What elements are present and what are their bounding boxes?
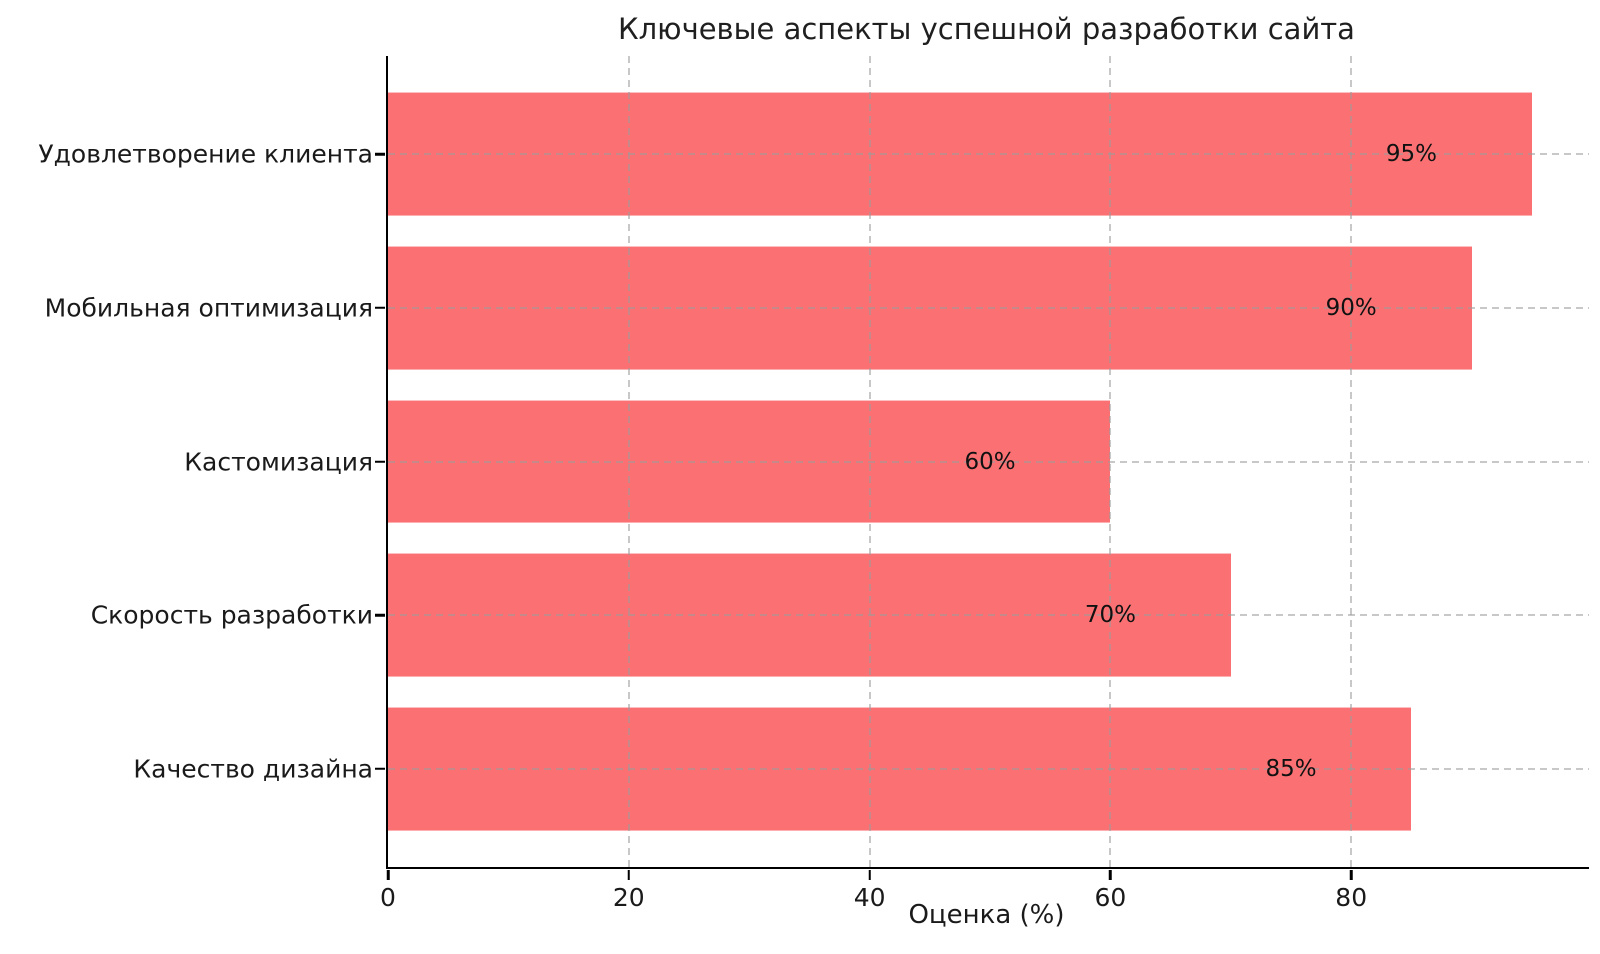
x-tick-mark-60 xyxy=(1109,869,1112,880)
v-gridline-80 xyxy=(1350,56,1353,867)
y-category-label-4: Скорость разработки xyxy=(90,600,373,630)
y-tick-mark-1 xyxy=(375,153,385,156)
h-gridline-4 xyxy=(388,614,1589,617)
y-tick-mark-3 xyxy=(375,460,385,463)
x-axis-label: Оценка (%) xyxy=(908,900,1065,930)
bar-value-label-3: 60% xyxy=(964,448,1016,475)
h-gridline-2 xyxy=(388,306,1589,309)
x-tick-mark-80 xyxy=(1349,869,1353,880)
x-tick-label-60: 60 xyxy=(1094,883,1127,912)
v-gridline-20 xyxy=(627,56,630,867)
y-category-label-5: Качество дизайна xyxy=(133,754,373,784)
chart-title: Ключевые аспекты успешной разработки сай… xyxy=(618,12,1355,46)
y-category-label-2: Мобильная оптимизация xyxy=(44,293,373,323)
plot-area: 95% 90% 60% 70% 85% 0 20 40 60 80 xyxy=(375,56,1589,912)
bar-value-label-1: 95% xyxy=(1385,141,1437,168)
x-tick-mark-0 xyxy=(386,869,390,880)
y-tick-mark-2 xyxy=(375,306,385,310)
bar-value-label-4: 70% xyxy=(1084,602,1136,629)
y-category-label-1: Удовлетворение клиента xyxy=(38,139,373,169)
h-gridline-1 xyxy=(388,153,1589,156)
x-tick-label-80: 80 xyxy=(1335,883,1368,912)
y-tick-mark-5 xyxy=(375,767,385,770)
x-tick-mark-40 xyxy=(868,869,871,880)
x-tick-label-20: 20 xyxy=(612,883,645,912)
v-gridline-40 xyxy=(868,56,871,867)
bar-value-label-2: 90% xyxy=(1325,294,1377,321)
y-category-label-3: Кастомизация xyxy=(184,447,373,476)
bar-value-label-5: 85% xyxy=(1265,755,1317,782)
x-tick-mark-20 xyxy=(627,869,631,880)
h-gridline-5 xyxy=(388,767,1589,770)
y-axis-category-labels: Удовлетворение клиента Мобильная оптимиза… xyxy=(0,56,386,867)
v-gridline-60 xyxy=(1109,56,1112,867)
y-tick-mark-4 xyxy=(375,613,385,617)
x-tick-label-0: 0 xyxy=(380,883,396,912)
x-tick-label-40: 40 xyxy=(853,883,886,912)
h-gridline-3 xyxy=(388,460,1589,463)
